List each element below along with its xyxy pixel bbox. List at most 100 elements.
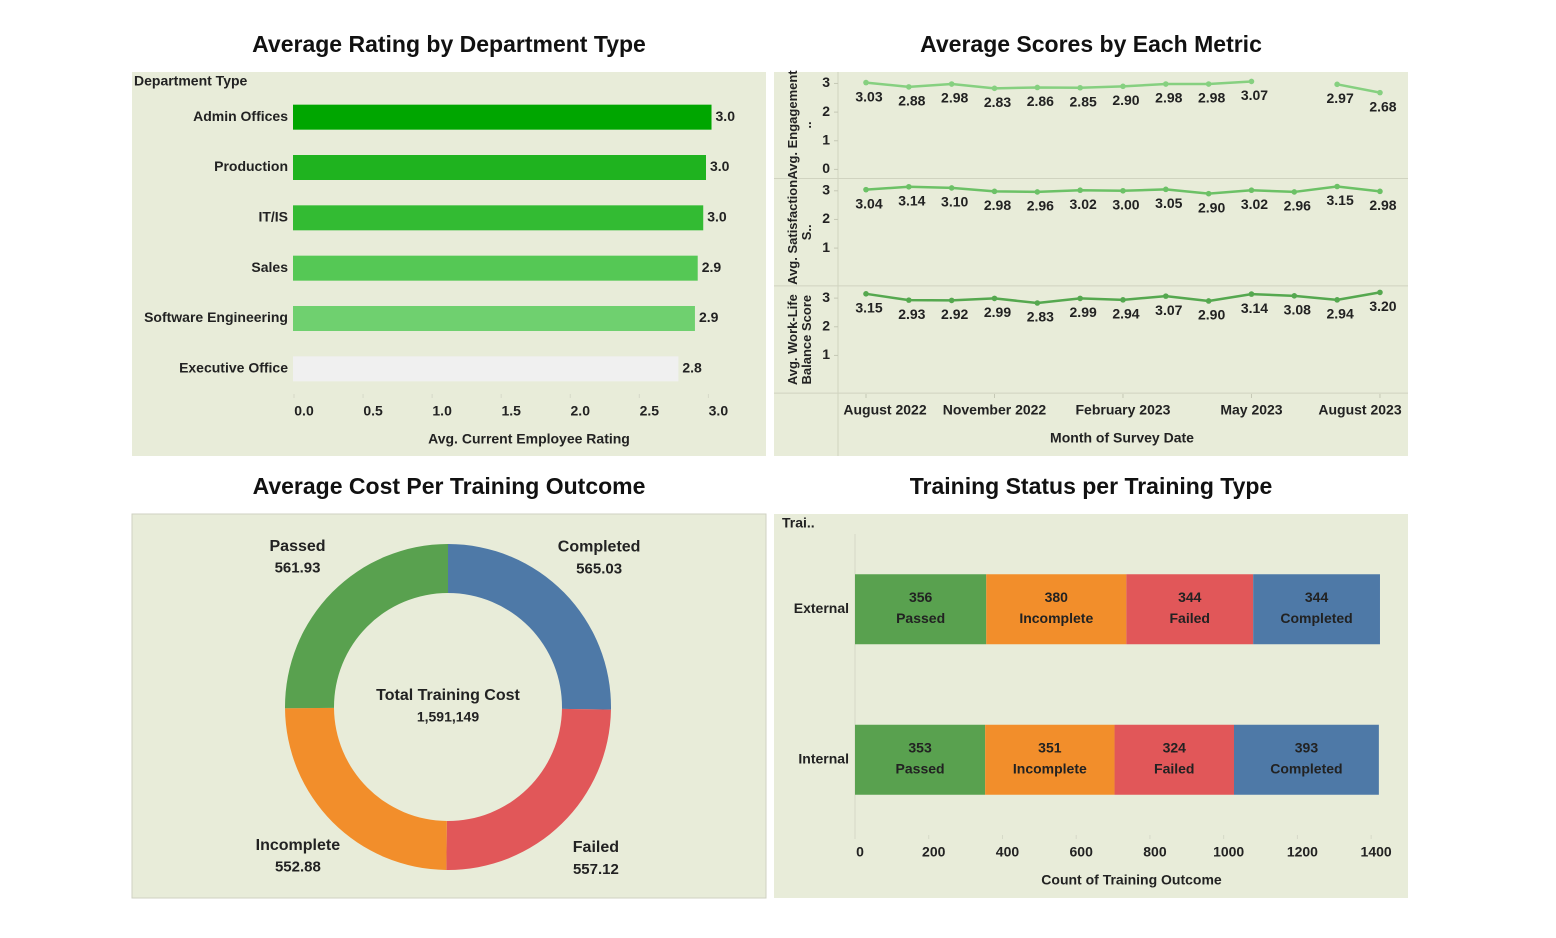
value-label: 3.05	[1155, 195, 1182, 211]
slice-value: 557.12	[573, 861, 619, 878]
segment-value-label: 351	[1038, 739, 1062, 755]
series-point	[1334, 183, 1340, 190]
y-tick-label: 2	[822, 103, 830, 119]
value-label: 3.00	[1112, 196, 1139, 212]
value-label: 3.14	[898, 192, 925, 208]
category-label: Sales	[251, 259, 288, 275]
chart-title: Average Scores by Each Metric	[920, 31, 1262, 57]
series-point	[1120, 187, 1126, 194]
value-label: 2.8	[682, 360, 702, 376]
series-point	[1377, 289, 1383, 296]
value-label: 3.20	[1369, 298, 1396, 314]
panel-background	[774, 514, 1408, 898]
pie-slice	[284, 544, 448, 709]
y-tick-label: 3	[822, 181, 830, 197]
value-label: 2.94	[1327, 306, 1354, 322]
segment-name-label: Completed	[1270, 760, 1342, 776]
x-tick-label: August 2023	[1318, 402, 1401, 418]
series-point	[863, 79, 869, 86]
segment-value-label: 380	[1045, 589, 1069, 605]
value-label: 3.0	[716, 108, 736, 124]
value-label: 2.92	[941, 306, 968, 322]
segment-name-label: Incomplete	[1019, 610, 1093, 626]
value-label: 3.15	[855, 300, 882, 316]
value-label: 2.99	[1070, 304, 1097, 320]
value-label: 2.93	[898, 306, 925, 322]
x-tick-label: May 2023	[1220, 402, 1282, 418]
bar	[293, 205, 704, 231]
value-label: 2.88	[898, 93, 925, 109]
series-point	[906, 84, 912, 90]
value-label: 3.0	[710, 158, 730, 174]
x-axis-label: Count of Training Outcome	[1041, 872, 1222, 888]
series-point	[1034, 189, 1041, 195]
bar	[293, 306, 695, 331]
series-point	[1120, 83, 1126, 90]
x-axis-label: Avg. Current Employee Rating	[428, 431, 630, 447]
series-point	[1034, 84, 1041, 91]
x-tick-label: November 2022	[943, 402, 1047, 418]
y-axis-label-text: Avg. Engagement ..	[785, 70, 814, 180]
bar-segment	[985, 724, 1115, 795]
bar-segment	[986, 574, 1127, 645]
value-label: 2.83	[984, 94, 1011, 110]
category-axis-label: Trai..	[782, 515, 815, 531]
center-value: 1,591,149	[417, 709, 479, 725]
x-tick-label: 1.5	[501, 403, 521, 419]
series-point	[1377, 188, 1383, 195]
series-point	[1163, 186, 1169, 193]
y-tick-label: 1	[822, 346, 830, 362]
value-label: 2.86	[1027, 93, 1054, 109]
pie-slice	[285, 707, 447, 870]
value-label: 2.98	[941, 90, 968, 106]
category-label: Software Engineering	[144, 309, 288, 325]
series-point	[991, 188, 998, 195]
chart-title: Average Rating by Department Type	[252, 31, 646, 57]
y-tick-label: 0	[822, 160, 830, 176]
series-point	[1077, 295, 1083, 302]
value-label: 2.9	[702, 259, 722, 275]
series-point	[948, 297, 955, 304]
series-line	[865, 80, 1381, 94]
value-label: 2.96	[1284, 198, 1311, 214]
series-point	[906, 183, 912, 190]
category-label: Admin Offices	[193, 108, 288, 124]
y-tick-label: 2	[822, 210, 830, 226]
category-label: External	[794, 600, 849, 616]
bar-segment	[1126, 574, 1254, 645]
series-point	[863, 186, 869, 193]
slice-value: 552.88	[275, 859, 321, 876]
bar-segment	[1114, 724, 1234, 795]
value-label: 3.02	[1241, 196, 1268, 212]
y-tick-label: 1	[822, 239, 830, 255]
category-label: Executive Office	[179, 360, 288, 376]
bar-segment	[1233, 724, 1379, 795]
series-point	[1248, 187, 1255, 194]
category-label: Production	[214, 158, 288, 174]
value-label: 3.14	[1241, 300, 1268, 316]
x-tick-label: 2.0	[571, 403, 591, 419]
y-tick-label: 3	[822, 74, 830, 90]
x-tick-label: 600	[1070, 844, 1094, 860]
value-label: 2.97	[1327, 90, 1354, 106]
x-tick-label: August 2022	[843, 402, 926, 418]
series-point	[1205, 190, 1212, 197]
series-point	[1205, 81, 1212, 87]
y-axis-label-text: Avg. Satisfaction S..	[785, 179, 814, 285]
value-label: 2.90	[1112, 92, 1139, 108]
segment-name-label: Failed	[1154, 760, 1194, 776]
category-label: Internal	[798, 750, 849, 766]
segment-value-label: 324	[1163, 739, 1187, 755]
value-label: 2.98	[1198, 90, 1225, 106]
segment-name-label: Passed	[896, 760, 945, 776]
y-axis-label: Avg. Work-Life Balance Score	[785, 294, 814, 385]
slice-value: 561.93	[275, 560, 321, 577]
series-point	[863, 291, 869, 297]
bar-segment	[855, 574, 987, 645]
slice-label: Incomplete	[256, 837, 341, 854]
series-point	[948, 81, 955, 87]
y-axis-label: Avg. Engagement ..	[785, 70, 814, 180]
series-point	[948, 185, 955, 191]
series-point	[1377, 89, 1383, 96]
